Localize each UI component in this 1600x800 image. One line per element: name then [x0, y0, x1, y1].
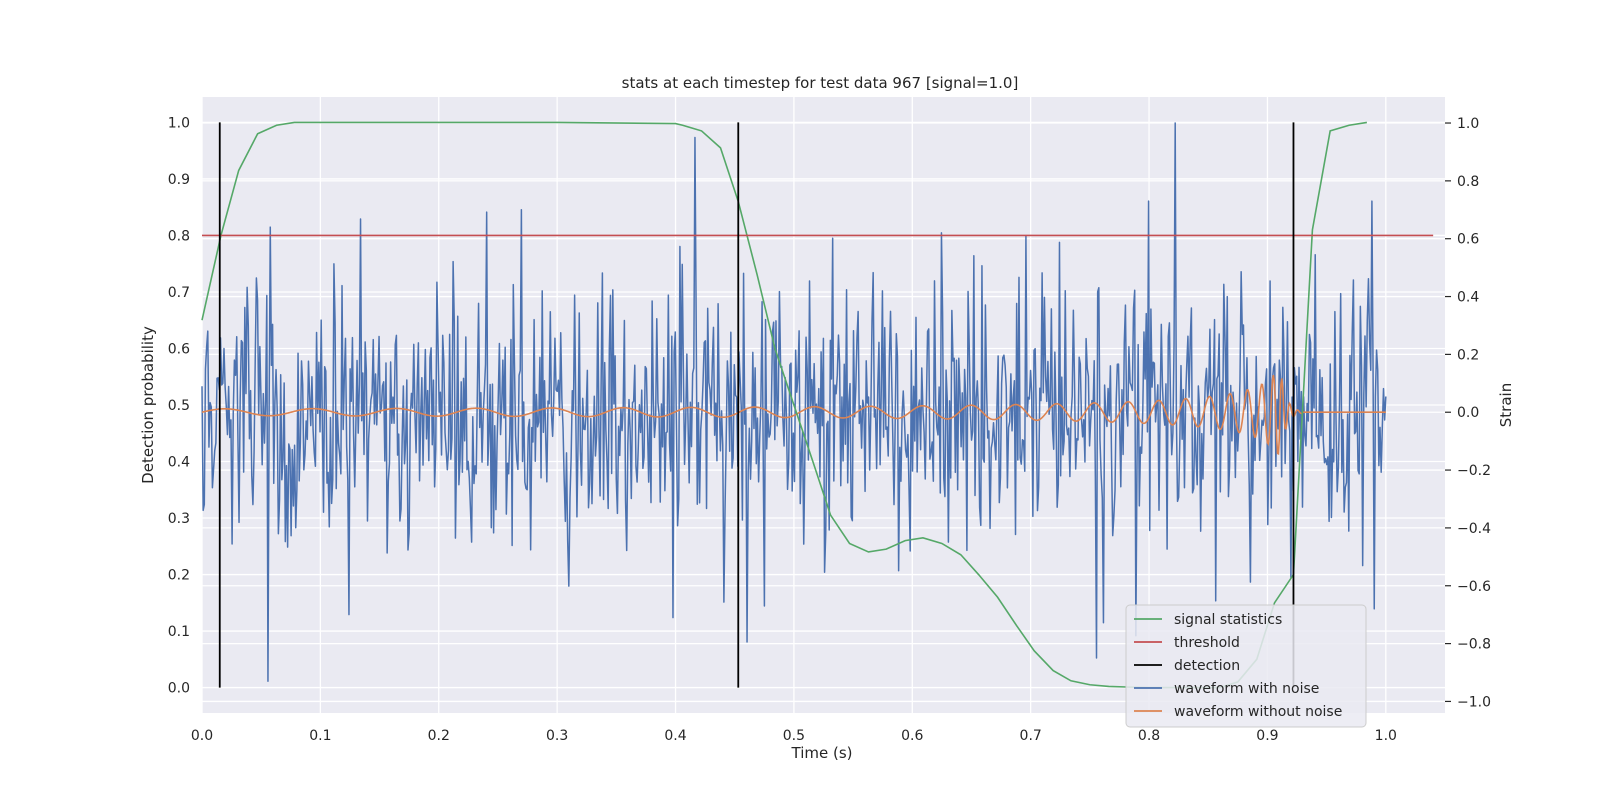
- x-axis-label: Time (s): [791, 744, 853, 762]
- y-tick-label-left: 0.0: [168, 681, 190, 697]
- legend-label: threshold: [1174, 635, 1240, 651]
- y-tick-label-left: 0.2: [168, 568, 190, 584]
- y-tick-label-left: 0.6: [168, 341, 190, 357]
- x-tick-label: 0.8: [1138, 728, 1160, 744]
- series-line-waveform-without-noise: [201, 374, 1386, 455]
- series-waveform-with-noise: [201, 122, 1387, 682]
- y-tick-label-right: 0.0: [1457, 405, 1479, 421]
- y-tick-label-left: 0.1: [168, 624, 190, 640]
- y-tick-label-right: 0.8: [1457, 174, 1479, 190]
- legend-box: [1125, 604, 1367, 728]
- y-axis-label-left: Detection probability: [139, 326, 157, 484]
- legend-label: waveform without noise: [1174, 704, 1342, 720]
- x-tick-label: 0.2: [428, 728, 450, 744]
- legend-label: waveform with noise: [1174, 681, 1319, 697]
- chart-title: stats at each timestep for test data 967…: [622, 74, 1019, 92]
- y-tick-label-right: 1.0: [1457, 116, 1479, 132]
- x-tick-label: 0.5: [783, 728, 805, 744]
- right-y-axis: −1.0 −0.8 −0.6 −0.4 −0.2 0.0 0.2 0.4 0.6 0.8 1.0: [1445, 116, 1491, 710]
- x-tick-label: 0.3: [546, 728, 568, 744]
- y-tick-label-right: −1.0: [1457, 694, 1491, 710]
- legend-label: detection: [1174, 658, 1240, 674]
- x-tick-label: 0.9: [1256, 728, 1278, 744]
- y-tick-label-right: 0.4: [1457, 290, 1479, 306]
- series-waveform-without-noise: [201, 374, 1386, 455]
- legend: signal statistics threshold detection wavef…: [1125, 604, 1367, 728]
- series-detection: [218, 122, 1295, 688]
- y-axis-label-right: Strain: [1497, 383, 1515, 427]
- x-tick-label: 0.6: [901, 728, 923, 744]
- y-tick-label-left: 1.0: [168, 115, 190, 131]
- y-tick-label-left: 0.7: [168, 285, 190, 301]
- x-tick-label: 0.0: [191, 728, 213, 744]
- x-tick-label: 0.7: [1020, 728, 1042, 744]
- y-tick-label-right: −0.6: [1457, 579, 1491, 595]
- y-tick-label-left: 0.3: [168, 511, 190, 527]
- y-tick-label-left: 0.4: [168, 455, 190, 471]
- y-tick-label-right: 0.6: [1457, 232, 1479, 248]
- series-line-waveform-with-noise: [201, 122, 1387, 682]
- y-tick-label-right: 0.2: [1457, 347, 1479, 363]
- y-tick-label-right: −0.2: [1457, 463, 1491, 479]
- x-tick-label: 0.1: [309, 728, 331, 744]
- y-tick-label-right: −0.4: [1457, 521, 1491, 537]
- x-tick-label: 0.4: [664, 728, 686, 744]
- y-tick-label-left: 0.8: [168, 228, 190, 244]
- left-y-axis: 0.0 0.1 0.2 0.3 0.4 0.5 0.6 0.7 0.8 0.9 1.0: [168, 115, 190, 696]
- y-tick-label-left: 0.9: [168, 172, 190, 188]
- x-axis: 0.0 0.1 0.2 0.3 0.4 0.5 0.6 0.7 0.8 0.9 1.0: [191, 728, 1397, 744]
- y-tick-label-right: −0.8: [1457, 637, 1491, 653]
- legend-label: signal statistics: [1174, 612, 1282, 628]
- x-tick-label: 1.0: [1375, 728, 1397, 744]
- y-tick-label-left: 0.5: [168, 398, 190, 414]
